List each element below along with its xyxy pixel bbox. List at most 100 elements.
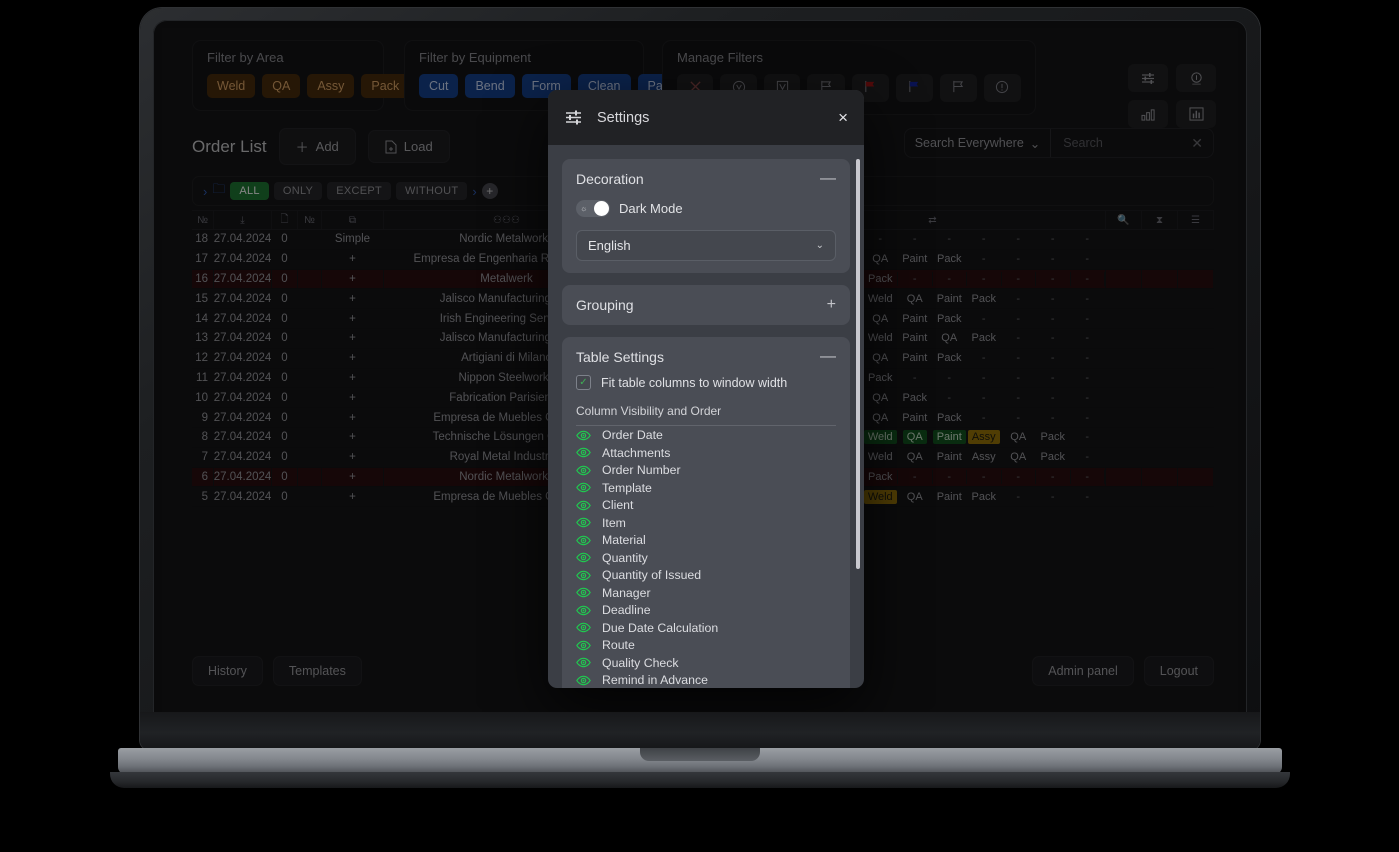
column-item[interactable]: Order Date [576,427,836,444]
column-item[interactable]: Manager [576,584,836,601]
route-badge: Paint [902,352,928,365]
settings-scrollbar[interactable] [856,159,860,569]
header-search[interactable]: 🔍 [1106,211,1142,229]
column-item[interactable]: Quantity of Issued [576,567,836,584]
route-cell-6: - [967,370,1002,385]
sliders-icon-button[interactable] [1128,64,1168,92]
header-attachments[interactable]: 🗋 [272,211,298,229]
cell-search [1106,269,1142,289]
route-badge: - [1085,470,1090,483]
route-badge: - [1050,292,1055,305]
decoration-section-header[interactable]: Decoration — [576,170,836,188]
route-badge: - [1085,490,1090,503]
collapse-icon[interactable]: — [820,170,836,187]
route-badge: - [912,272,917,285]
file-icon [385,140,397,153]
column-item[interactable]: Material [576,532,836,549]
equipment-chip-bend[interactable]: Bend [465,74,515,98]
fit-columns-checkbox[interactable]: ✓ [576,375,591,390]
header-order-number[interactable]: № [298,211,322,229]
table-settings-header[interactable]: Table Settings — [576,348,836,366]
column-item[interactable]: Deadline [576,602,836,619]
column-item[interactable]: Quantity [576,549,836,566]
route-cell-7: QA [1002,450,1036,465]
area-chip-weld[interactable]: Weld [207,74,256,98]
cell-search [1106,487,1142,507]
area-chip-list: Weld QA Assy Pack [207,74,410,98]
rail-button-without[interactable]: WITHOUT [396,182,468,200]
close-icon[interactable]: × [838,108,848,127]
column-item[interactable]: Remind in Advance [576,672,836,689]
header-list[interactable]: ☰ [1178,211,1214,229]
column-item[interactable]: Route [576,637,836,654]
header-order-date[interactable]: ⤓ [214,211,272,229]
search-scope-select[interactable]: Search Everywhere ⌄ [905,129,1052,157]
eye-icon [576,517,591,528]
route-cell-5: Pack [933,351,967,366]
bar-chart-icon-button[interactable] [1128,100,1168,128]
eye-icon [576,465,591,475]
header-index[interactable]: № [192,211,214,229]
area-chip-qa[interactable]: QA [262,74,301,98]
expand-icon[interactable]: + [826,296,836,313]
manage-filter-button-6[interactable] [939,74,977,102]
grouping-section-header[interactable]: Grouping + [576,296,836,314]
chart-frame-icon-button[interactable] [1176,100,1216,128]
column-item[interactable]: Quality Check [576,654,836,671]
cell-search [1106,427,1142,447]
area-chip-assy[interactable]: Assy [307,74,355,98]
chevron-right-icon-end[interactable]: › [472,183,477,199]
area-chip-pack[interactable]: Pack [361,74,410,98]
header-template[interactable]: ⧉ [322,211,384,229]
route-badge: - [1016,352,1021,365]
cell-search [1106,230,1142,249]
info-underline-icon-button[interactable] [1176,64,1216,92]
route-cell-9: - [1071,469,1105,484]
equipment-chip-form[interactable]: Form [521,74,571,98]
clear-search-icon[interactable]: ✕ [1191,134,1203,151]
route-cell-3: - [864,232,898,247]
column-item[interactable]: Item [576,514,836,531]
column-item[interactable]: Due Date Calculation [576,619,836,636]
dark-mode-toggle[interactable]: ☼ [576,200,610,217]
collapse-icon[interactable]: — [820,348,836,365]
manage-filter-button-5[interactable] [895,74,933,102]
admin-panel-button[interactable]: Admin panel [1032,656,1134,686]
header-route[interactable]: ⇄ [760,211,1106,229]
folder-icon[interactable]: 🗀 [212,181,226,196]
route-badge: Pack [937,411,962,424]
cell-template: + [322,447,384,467]
templates-button[interactable]: Templates [272,656,362,686]
route-cell-6: - [967,271,1002,286]
add-button[interactable]: ＋ Add [278,128,356,165]
manage-filter-button-7[interactable] [983,74,1021,102]
logout-button[interactable]: Logout [1143,656,1214,686]
header-hourglass[interactable]: ⧗ [1142,211,1178,229]
column-item[interactable]: Client [576,497,836,514]
load-button[interactable]: Load [367,130,450,163]
column-item[interactable]: Order Number [576,462,836,479]
language-select[interactable]: English ⌄ [576,230,836,261]
search-input[interactable]: Search [1063,136,1103,150]
rail-button-except[interactable]: EXCEPT [327,182,391,200]
column-item[interactable]: Template [576,479,836,496]
cell-order-date: 27.04.2024 [214,309,272,328]
route-cell-6: - [967,252,1002,267]
rail-button-only[interactable]: ONLY [273,182,323,200]
equipment-chip-cut[interactable]: Cut [419,74,459,98]
cell-list [1178,408,1214,427]
cell-template: + [322,368,384,388]
cell-hourglass [1142,467,1178,487]
cell-order-number [298,309,322,328]
add-button-label: Add [315,139,339,154]
chevron-down-icon: ⌄ [815,240,824,251]
eye-icon [576,447,591,458]
fit-columns-row[interactable]: ✓ Fit table columns to window width [576,375,836,390]
history-button[interactable]: History [192,656,263,686]
cell-hourglass [1142,487,1178,507]
column-item[interactable]: Attachments [576,444,836,461]
route-badge: Assy [967,430,1000,445]
rail-button-all[interactable]: ALL [230,182,269,200]
add-filter-icon[interactable]: + [481,183,498,199]
chevron-right-icon[interactable]: › [203,183,208,199]
